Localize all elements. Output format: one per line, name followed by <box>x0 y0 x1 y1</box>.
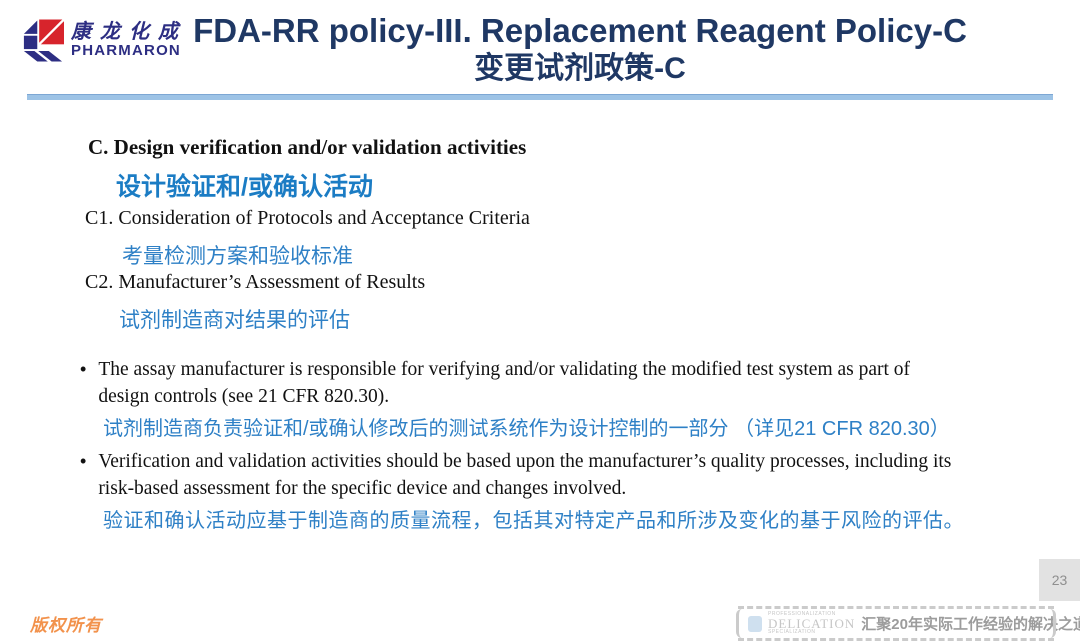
item-c1-chinese: 考量检测方案和验收标准 <box>122 245 353 268</box>
section-heading-english: C. Design verification and/or validation… <box>88 135 527 159</box>
logo-text: 康龙化成 PHARMARON <box>71 18 187 63</box>
watermark-bracket-left-icon <box>736 609 746 638</box>
copyright-notice: 版权所有 <box>30 616 102 635</box>
section-heading-chinese: 设计验证和/或确认活动 <box>116 173 373 201</box>
bullet-1-chinese: 试剂制造商负责验证和/或确认修改后的测试系统作为设计控制的一部分 （详见21 C… <box>103 418 950 440</box>
slide-title: FDA-RR policy-III. Replacement Reagent P… <box>190 12 970 86</box>
item-c2-english: C2. Manufacturer’s Assessment of Results <box>85 271 426 293</box>
bullet-2-english: Verification and validation activities s… <box>98 451 952 499</box>
watermark-small-top: PROFESSIONALIZATION <box>768 611 836 617</box>
page-number-box: 23 <box>1039 559 1080 601</box>
slide-title-chinese: 变更试剂政策-C <box>474 51 686 85</box>
pharmaron-logo-icon <box>23 18 64 62</box>
page-number: 23 <box>1051 572 1068 588</box>
watermark-bracket-right-icon <box>1046 609 1056 638</box>
watermark-box: PROFESSIONALIZATION DELICATION SPECIALIZ… <box>736 606 1080 641</box>
item-c1-english: C1. Consideration of Protocols and Accep… <box>85 207 530 229</box>
bullet-icon: • <box>80 359 87 379</box>
bullet-1-english: The assay manufacturer is responsible fo… <box>98 359 911 407</box>
item-c2-chinese: 试剂制造商对结果的评估 <box>119 309 350 332</box>
watermark-logo-text: PROFESSIONALIZATION DELICATION SPECIALIZ… <box>768 612 855 635</box>
header-divider <box>27 94 1053 100</box>
pharmaron-logo: 康龙化成 PHARMARON <box>22 18 187 63</box>
watermark-small-bottom: SPECIALIZATION <box>768 629 816 635</box>
bullet-2-chinese: 验证和确认活动应基于制造商的质量流程，包括其对特定产品和所涉及变化的基于风险的评… <box>103 510 964 532</box>
bullet-icon: • <box>80 451 87 471</box>
watermark-brand: DELICATION <box>768 616 856 631</box>
watermark-logo-mark-icon <box>748 615 762 632</box>
slide-title-english: FDA-RR policy-III. Replacement Reagent P… <box>193 12 967 49</box>
watermark-tagline: 汇聚20年实际工作经验的解决之道 <box>861 616 1080 633</box>
bullet-item: • Verification and validation activities… <box>80 448 960 502</box>
logo-english-name: PHARMARON <box>71 42 181 59</box>
bullet-item: • The assay manufacturer is responsible … <box>80 356 960 410</box>
logo-chinese-name: 康龙化成 <box>71 19 187 43</box>
